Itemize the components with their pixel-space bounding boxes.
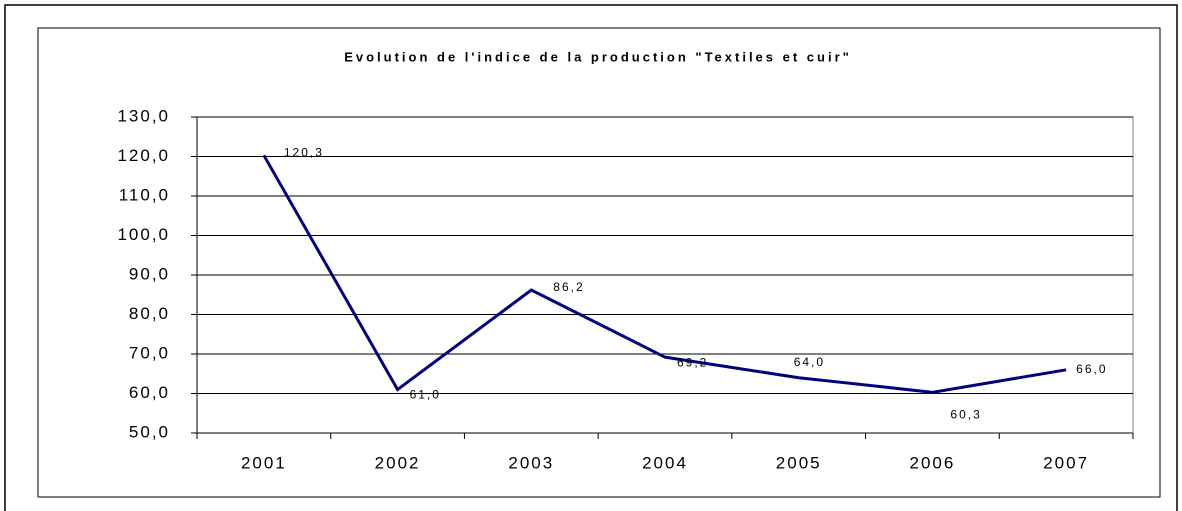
y-tick-label: 80,0 xyxy=(129,304,170,323)
x-tick-label: 2001 xyxy=(241,453,287,472)
y-tick-label: 90,0 xyxy=(129,264,170,283)
y-tick-label: 120,0 xyxy=(117,146,170,165)
data-label: 69,2 xyxy=(677,355,708,369)
y-tick-label: 110,0 xyxy=(119,185,170,204)
x-tick-label: 2004 xyxy=(642,453,688,472)
x-tick-label: 2005 xyxy=(776,453,822,472)
y-tick-label: 50,0 xyxy=(129,422,170,441)
chart-frame xyxy=(37,27,1161,498)
y-tick-label: 100,0 xyxy=(117,225,170,244)
outer-frame xyxy=(4,4,1178,511)
data-label: 86,2 xyxy=(553,280,584,294)
chart-title: Evolution de l'indice de la production "… xyxy=(344,49,852,64)
x-tick-label: 2002 xyxy=(375,453,421,472)
y-tick-label: 70,0 xyxy=(129,343,170,362)
data-label: 60,3 xyxy=(950,407,981,421)
data-label: 66,0 xyxy=(1076,362,1107,376)
data-label: 64,0 xyxy=(794,355,825,369)
y-tick-label: 130,0 xyxy=(117,106,170,125)
data-label: 120,3 xyxy=(284,145,324,159)
x-tick-label: 2007 xyxy=(1043,453,1089,472)
x-tick-label: 2006 xyxy=(910,453,956,472)
data-label: 61,0 xyxy=(410,388,441,402)
y-tick-label: 60,0 xyxy=(129,383,170,402)
line xyxy=(262,154,1067,394)
x-tick-label: 2003 xyxy=(508,453,554,472)
